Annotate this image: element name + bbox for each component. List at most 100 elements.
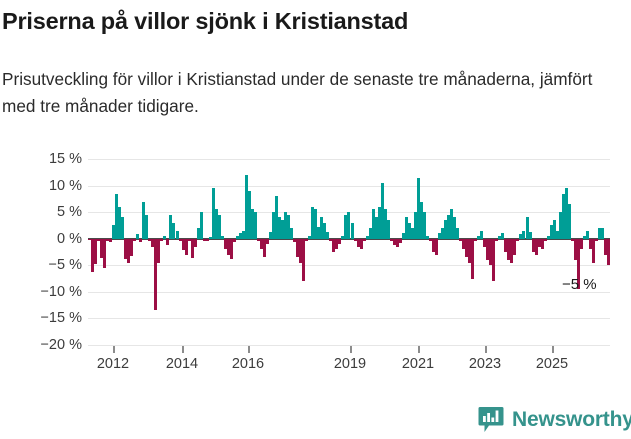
newsworthy-logo: Newsworthy [478, 404, 631, 434]
bar [495, 238, 499, 241]
bar [576, 238, 580, 290]
bar [223, 238, 227, 250]
bar [220, 236, 224, 239]
bar [202, 238, 206, 241]
bar [486, 238, 490, 260]
bar [112, 225, 116, 239]
bar [410, 228, 414, 239]
bar [419, 201, 423, 239]
bar [211, 188, 215, 239]
x-axis-tick-mark [552, 346, 554, 353]
bar [567, 204, 571, 239]
bar [272, 212, 276, 239]
y-axis-tick-label: 5 % [57, 204, 82, 221]
bar [513, 238, 517, 255]
bar [338, 238, 342, 245]
bar [510, 238, 514, 263]
bar [293, 238, 297, 242]
bar [564, 188, 568, 239]
x-axis-tick-label: 2019 [333, 356, 367, 372]
bar [350, 222, 354, 239]
bar [474, 238, 478, 242]
bar [145, 214, 149, 239]
zero-baseline [88, 237, 610, 240]
bar [181, 238, 185, 251]
bar [229, 238, 233, 259]
bar [175, 231, 179, 239]
bar [238, 233, 242, 239]
bar [241, 230, 245, 239]
bar [287, 214, 291, 239]
y-axis-tick-label: −15 % [40, 310, 82, 327]
gridline [88, 318, 610, 319]
y-axis: 15 % 10 % 5 % 0 % −5 % −10 % −15 % −20 % [0, 0, 82, 360]
bar [540, 238, 544, 250]
bar [516, 238, 520, 242]
bar [259, 238, 263, 250]
bar [549, 225, 553, 239]
bar [416, 177, 420, 239]
bar [94, 238, 98, 265]
bar [368, 228, 372, 239]
bar [302, 238, 306, 282]
bar [501, 233, 505, 239]
bar [199, 212, 203, 239]
bar [377, 206, 381, 239]
bar [603, 238, 607, 255]
bar [235, 235, 239, 239]
bar [582, 236, 586, 239]
bar [148, 238, 152, 241]
bar [106, 238, 110, 242]
bar [247, 190, 251, 239]
bar [314, 209, 318, 239]
bar [456, 228, 460, 239]
bar [308, 236, 312, 239]
x-axis-tick-label: 2014 [165, 356, 199, 372]
bar [136, 234, 140, 239]
bar [335, 238, 339, 250]
y-axis-tick-label: −10 % [40, 283, 82, 300]
bar [157, 238, 161, 263]
bar [480, 230, 484, 239]
bar [606, 238, 610, 266]
bar [347, 212, 351, 239]
bar [359, 238, 363, 250]
bar [133, 238, 137, 242]
bar [365, 235, 369, 239]
bar [139, 238, 143, 242]
bar [395, 238, 399, 247]
bar [507, 238, 511, 260]
y-axis-tick-label: 15 % [48, 151, 82, 167]
bar [166, 238, 170, 246]
bar [320, 217, 324, 239]
bar [88, 238, 91, 241]
bar [214, 209, 218, 239]
bar [422, 212, 426, 239]
bar [438, 233, 441, 239]
bar [284, 212, 288, 239]
x-axis-tick-mark [248, 346, 250, 353]
bar [371, 209, 375, 239]
bar [558, 212, 562, 239]
x-axis-tick-label: 2012 [96, 356, 130, 372]
bar [444, 220, 448, 239]
bar [531, 238, 535, 252]
bar [256, 238, 260, 242]
bar [594, 238, 598, 242]
bar [447, 214, 451, 239]
bar [115, 193, 119, 239]
bar [332, 238, 336, 252]
bar [190, 238, 194, 258]
bar [124, 238, 128, 259]
bar [462, 238, 466, 250]
bar [528, 232, 532, 239]
bar [525, 217, 529, 239]
bar [522, 230, 526, 239]
bar [163, 235, 167, 239]
bar [317, 227, 321, 239]
bar [154, 238, 158, 311]
x-axis-tick-mark [182, 346, 184, 353]
y-axis-tick-label: −5 % [48, 257, 82, 274]
x-axis-tick-mark [113, 346, 115, 353]
bar [425, 236, 429, 239]
